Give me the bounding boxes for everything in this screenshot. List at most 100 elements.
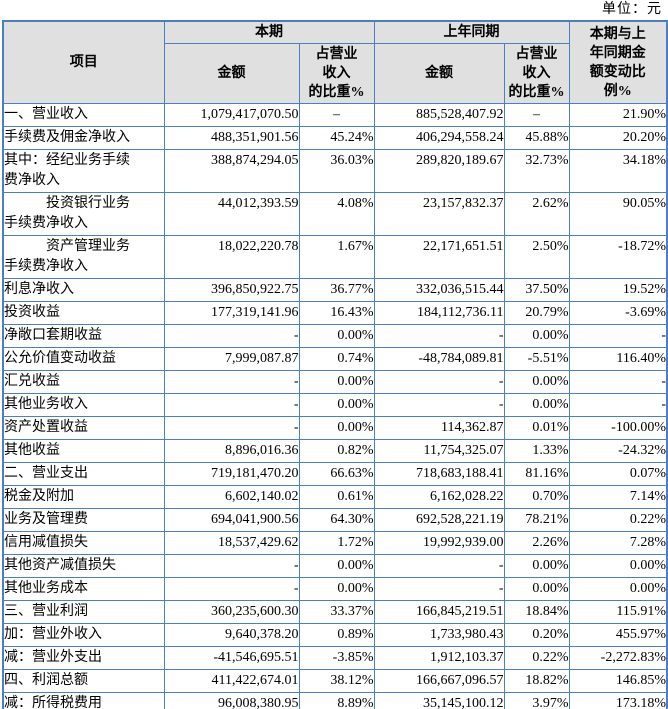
value-cell: -41,546,695.51 — [163, 646, 300, 670]
value-cell: 1,733,980.43 — [373, 623, 505, 647]
table-row: 投资银行业务 手续费净收入 44,012,393.59 4.08% 23,157,83… — [2, 192, 668, 236]
item-cell: 信用减值损失 — [2, 531, 165, 555]
value-cell: 38.12% — [298, 669, 375, 693]
unit-label: 单位：元 — [602, 2, 662, 17]
value-cell: 0.20% — [503, 623, 570, 647]
value-cell: - — [163, 393, 300, 417]
value-cell: 66.63% — [298, 462, 375, 486]
value-cell: 20.79% — [503, 301, 570, 325]
value-cell: 0.00% — [503, 577, 570, 601]
value-cell: - — [373, 554, 505, 578]
value-cell: 166,845,219.51 — [373, 600, 505, 624]
value-cell: 1,079,417,070.50 — [163, 103, 300, 127]
value-cell: 16.43% — [298, 301, 375, 325]
item-cell: 二、营业支出 — [2, 462, 165, 486]
header-prior-pct: 占营业 收入 的比重% — [503, 43, 570, 104]
value-cell: 885,528,407.92 — [373, 103, 505, 127]
table-header: 项目 本期 上年同期 本期与上 年同期金 额变动比 例% 金额 占营业 收入 的… — [2, 20, 668, 104]
item-cell: 三、营业利润 — [2, 600, 165, 624]
table-row: 其他业务收入 -0.00% -0.00% - — [2, 393, 668, 417]
value-cell: 19,992,939.00 — [373, 531, 505, 555]
value-cell: -2,272.83% — [568, 646, 668, 670]
table-row: 信用减值损失 18,537,429.62 1.72% 19,992,939.00 2.2… — [2, 531, 668, 555]
value-cell: 0.00% — [503, 554, 570, 578]
value-cell: 45.88% — [503, 126, 570, 150]
item-cell: 减：所得税费用 — [2, 692, 165, 709]
item-cell: 四、利润总额 — [2, 669, 165, 693]
value-cell: 406,294,558.24 — [373, 126, 505, 150]
table-row: 减：所得税费用 96,008,380.95 8.89% 35,145,100.12 3.… — [2, 692, 668, 709]
value-cell: 177,319,141.96 — [163, 301, 300, 325]
value-cell: 0.00% — [298, 416, 375, 440]
value-cell: 90.05% — [568, 192, 668, 236]
value-cell: 8.89% — [298, 692, 375, 709]
table-row: 净敞口套期收益 -0.00% -0.00% - — [2, 324, 668, 348]
value-cell: -100.00% — [568, 416, 668, 440]
table-row: 其他业务成本 -0.00% -0.00% 0.00% — [2, 577, 668, 601]
value-cell: - — [373, 577, 505, 601]
value-cell: 173.18% — [568, 692, 668, 709]
value-cell: 692,528,221.19 — [373, 508, 505, 532]
table-row: 三、营业利润 360,235,600.30 33.37% 166,845,219.51… — [2, 600, 668, 624]
value-cell: 115.91% — [568, 600, 668, 624]
value-cell: 78.21% — [503, 508, 570, 532]
value-cell: 166,667,096.57 — [373, 669, 505, 693]
value-cell: 146.85% — [568, 669, 668, 693]
item-cell: 利息净收入 — [2, 278, 165, 302]
value-cell: 6,162,028.22 — [373, 485, 505, 509]
value-cell: 289,820,189.67 — [373, 149, 505, 193]
table-row: 利息净收入 396,850,922.75 36.77% 332,036,515.44 3… — [2, 278, 668, 302]
header-current-period: 本期 — [163, 20, 375, 44]
header-prior-amount: 金额 — [373, 43, 505, 104]
value-cell: 7,999,087.87 — [163, 347, 300, 371]
value-cell: 18,537,429.62 — [163, 531, 300, 555]
value-cell: 1.33% — [503, 439, 570, 463]
value-cell: 0.00% — [298, 577, 375, 601]
item-cell: 手续费及佣金净收入 — [2, 126, 165, 150]
value-cell: 9,640,378.20 — [163, 623, 300, 647]
value-cell: 0.00% — [503, 393, 570, 417]
item-cell: 其他业务成本 — [2, 577, 165, 601]
item-cell: 投资收益 — [2, 301, 165, 325]
header-row-groups: 项目 本期 上年同期 本期与上 年同期金 额变动比 例% — [2, 20, 668, 104]
value-cell: - — [568, 393, 668, 417]
value-cell: 0.00% — [503, 370, 570, 394]
value-cell: 719,181,470.20 — [163, 462, 300, 486]
value-cell: 1,912,103.37 — [373, 646, 505, 670]
table-row: 四、利润总额 411,422,674.01 38.12% 166,667,096.57… — [2, 669, 668, 693]
value-cell: 81.16% — [503, 462, 570, 486]
value-cell: 35,145,100.12 — [373, 692, 505, 709]
table-row: 投资收益 177,319,141.96 16.43% 184,112,736.11 20… — [2, 301, 668, 325]
value-cell: 718,683,188.41 — [373, 462, 505, 486]
value-cell: - — [163, 370, 300, 394]
value-cell: 184,112,736.11 — [373, 301, 505, 325]
value-cell: -48,784,089.81 — [373, 347, 505, 371]
value-cell: 360,235,600.30 — [163, 600, 300, 624]
value-cell: 0.07% — [568, 462, 668, 486]
value-cell: 23,157,832.37 — [373, 192, 505, 236]
header-item: 项目 — [2, 20, 165, 104]
table-row: 其他资产减值损失 -0.00% -0.00% 0.00% — [2, 554, 668, 578]
value-cell: 33.37% — [298, 600, 375, 624]
item-cell: 公允价值变动收益 — [2, 347, 165, 371]
value-cell: 6,602,140.02 — [163, 485, 300, 509]
value-cell: 488,351,901.56 — [163, 126, 300, 150]
value-cell: -24.32% — [568, 439, 668, 463]
value-cell: -3.69% — [568, 301, 668, 325]
value-cell: 0.00% — [568, 554, 668, 578]
header-prior-period: 上年同期 — [373, 20, 570, 44]
value-cell: 64.30% — [298, 508, 375, 532]
item-cell: 一、营业收入 — [2, 103, 165, 127]
value-cell: 7.14% — [568, 485, 668, 509]
item-cell: 汇兑收益 — [2, 370, 165, 394]
header-row-subcolumns: 金额 占营业 收入 的比重% 金额 占营业 收入 的比重% — [3, 43, 667, 104]
value-cell: 0.22% — [503, 646, 570, 670]
value-cell: 388,874,294.05 — [163, 149, 300, 193]
value-cell: 0.70% — [503, 485, 570, 509]
table-row: 公允价值变动收益 7,999,087.87 0.74% -48,784,089.81-… — [2, 347, 668, 371]
table-row: 加：营业外收入 9,640,378.20 0.89% 1,733,980.43 0.20… — [2, 623, 668, 647]
item-cell: 资产管理业务 手续费净收入 — [2, 235, 165, 279]
header-current-amount: 金额 — [163, 43, 300, 104]
value-cell: 20.20% — [568, 126, 668, 150]
value-cell: 411,422,674.01 — [163, 669, 300, 693]
